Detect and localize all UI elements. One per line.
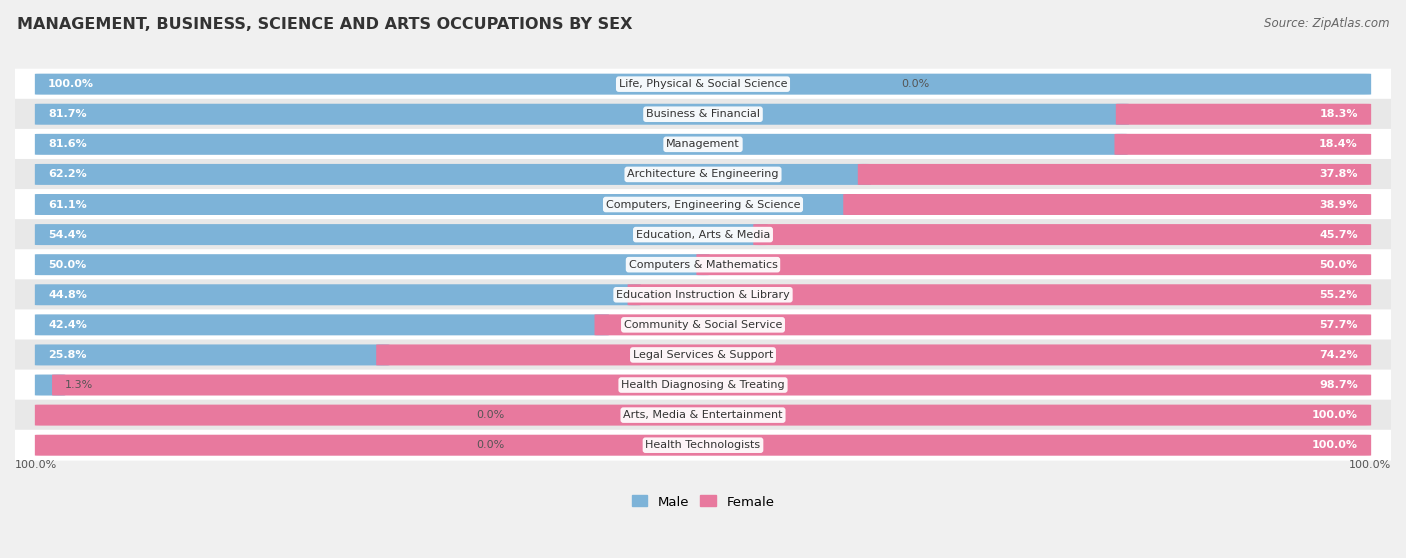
Text: 18.4%: 18.4%: [1319, 140, 1358, 150]
Text: 42.4%: 42.4%: [48, 320, 87, 330]
Text: Management: Management: [666, 140, 740, 150]
Text: 100.0%: 100.0%: [1348, 460, 1391, 470]
Text: Computers, Engineering & Science: Computers, Engineering & Science: [606, 200, 800, 209]
FancyBboxPatch shape: [1, 69, 1405, 99]
Text: 81.6%: 81.6%: [48, 140, 87, 150]
FancyBboxPatch shape: [1115, 134, 1371, 155]
FancyBboxPatch shape: [858, 164, 1371, 185]
FancyBboxPatch shape: [1, 400, 1405, 431]
FancyBboxPatch shape: [595, 314, 1371, 335]
Text: 100.0%: 100.0%: [1312, 410, 1358, 420]
FancyBboxPatch shape: [35, 314, 609, 335]
Text: 38.9%: 38.9%: [1319, 200, 1358, 209]
Text: Source: ZipAtlas.com: Source: ZipAtlas.com: [1264, 17, 1389, 30]
FancyBboxPatch shape: [52, 374, 1371, 396]
Text: 61.1%: 61.1%: [48, 200, 87, 209]
Text: 81.7%: 81.7%: [48, 109, 87, 119]
Text: 25.8%: 25.8%: [48, 350, 87, 360]
FancyBboxPatch shape: [844, 194, 1371, 215]
FancyBboxPatch shape: [35, 164, 872, 185]
FancyBboxPatch shape: [696, 254, 1371, 275]
Text: Education Instruction & Library: Education Instruction & Library: [616, 290, 790, 300]
FancyBboxPatch shape: [1, 159, 1405, 190]
Legend: Male, Female: Male, Female: [626, 490, 780, 514]
Text: 100.0%: 100.0%: [15, 460, 58, 470]
Text: 55.2%: 55.2%: [1320, 290, 1358, 300]
Text: Architecture & Engineering: Architecture & Engineering: [627, 170, 779, 180]
Text: Education, Arts & Media: Education, Arts & Media: [636, 229, 770, 239]
Text: 100.0%: 100.0%: [1312, 440, 1358, 450]
Text: 50.0%: 50.0%: [48, 259, 86, 270]
FancyBboxPatch shape: [1, 369, 1405, 401]
FancyBboxPatch shape: [35, 374, 65, 396]
Text: 57.7%: 57.7%: [1319, 320, 1358, 330]
Text: 0.0%: 0.0%: [901, 79, 929, 89]
FancyBboxPatch shape: [35, 104, 1129, 125]
FancyBboxPatch shape: [35, 224, 768, 245]
Text: Arts, Media & Entertainment: Arts, Media & Entertainment: [623, 410, 783, 420]
FancyBboxPatch shape: [1, 280, 1405, 310]
Text: Legal Services & Support: Legal Services & Support: [633, 350, 773, 360]
FancyBboxPatch shape: [35, 284, 641, 305]
FancyBboxPatch shape: [1, 430, 1405, 461]
Text: 54.4%: 54.4%: [48, 229, 87, 239]
FancyBboxPatch shape: [1116, 104, 1371, 125]
FancyBboxPatch shape: [35, 405, 1371, 426]
Text: 50.0%: 50.0%: [1320, 259, 1358, 270]
Text: Computers & Mathematics: Computers & Mathematics: [628, 259, 778, 270]
Text: 45.7%: 45.7%: [1319, 229, 1358, 239]
Text: 74.2%: 74.2%: [1319, 350, 1358, 360]
Text: MANAGEMENT, BUSINESS, SCIENCE AND ARTS OCCUPATIONS BY SEX: MANAGEMENT, BUSINESS, SCIENCE AND ARTS O…: [17, 17, 633, 32]
FancyBboxPatch shape: [35, 344, 389, 365]
Text: 0.0%: 0.0%: [477, 440, 505, 450]
Text: 37.8%: 37.8%: [1319, 170, 1358, 180]
Text: 44.8%: 44.8%: [48, 290, 87, 300]
FancyBboxPatch shape: [35, 254, 710, 275]
FancyBboxPatch shape: [35, 435, 1371, 456]
Text: 18.3%: 18.3%: [1319, 109, 1358, 119]
FancyBboxPatch shape: [377, 344, 1371, 365]
Text: Life, Physical & Social Science: Life, Physical & Social Science: [619, 79, 787, 89]
Text: 100.0%: 100.0%: [48, 79, 94, 89]
Text: Business & Financial: Business & Financial: [645, 109, 761, 119]
FancyBboxPatch shape: [35, 194, 856, 215]
Text: 1.3%: 1.3%: [65, 380, 94, 390]
FancyBboxPatch shape: [1, 310, 1405, 340]
FancyBboxPatch shape: [1, 249, 1405, 280]
FancyBboxPatch shape: [1, 189, 1405, 220]
FancyBboxPatch shape: [1, 219, 1405, 250]
Text: 62.2%: 62.2%: [48, 170, 87, 180]
FancyBboxPatch shape: [35, 134, 1128, 155]
FancyBboxPatch shape: [35, 74, 1371, 95]
FancyBboxPatch shape: [627, 284, 1371, 305]
FancyBboxPatch shape: [1, 129, 1405, 160]
FancyBboxPatch shape: [1, 339, 1405, 371]
Text: Community & Social Service: Community & Social Service: [624, 320, 782, 330]
FancyBboxPatch shape: [1, 99, 1405, 129]
Text: Health Diagnosing & Treating: Health Diagnosing & Treating: [621, 380, 785, 390]
Text: 0.0%: 0.0%: [477, 410, 505, 420]
Text: 98.7%: 98.7%: [1319, 380, 1358, 390]
Text: Health Technologists: Health Technologists: [645, 440, 761, 450]
FancyBboxPatch shape: [754, 224, 1371, 245]
